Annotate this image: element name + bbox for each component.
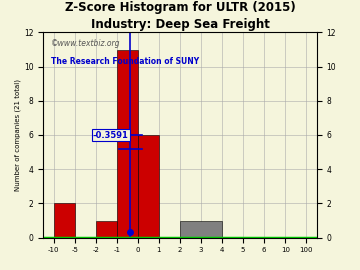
Bar [54,203,75,238]
Bar [138,135,159,238]
Title: Z-Score Histogram for ULTR (2015)
Industry: Deep Sea Freight: Z-Score Histogram for ULTR (2015) Indust… [65,1,295,31]
Bar [96,221,117,238]
Bar [180,221,222,238]
Bar [117,49,138,238]
Y-axis label: Number of companies (21 total): Number of companies (21 total) [14,79,21,191]
Text: ©www.textbiz.org: ©www.textbiz.org [51,39,121,48]
Text: -0.3591: -0.3591 [93,130,129,140]
Text: The Research Foundation of SUNY: The Research Foundation of SUNY [51,57,199,66]
